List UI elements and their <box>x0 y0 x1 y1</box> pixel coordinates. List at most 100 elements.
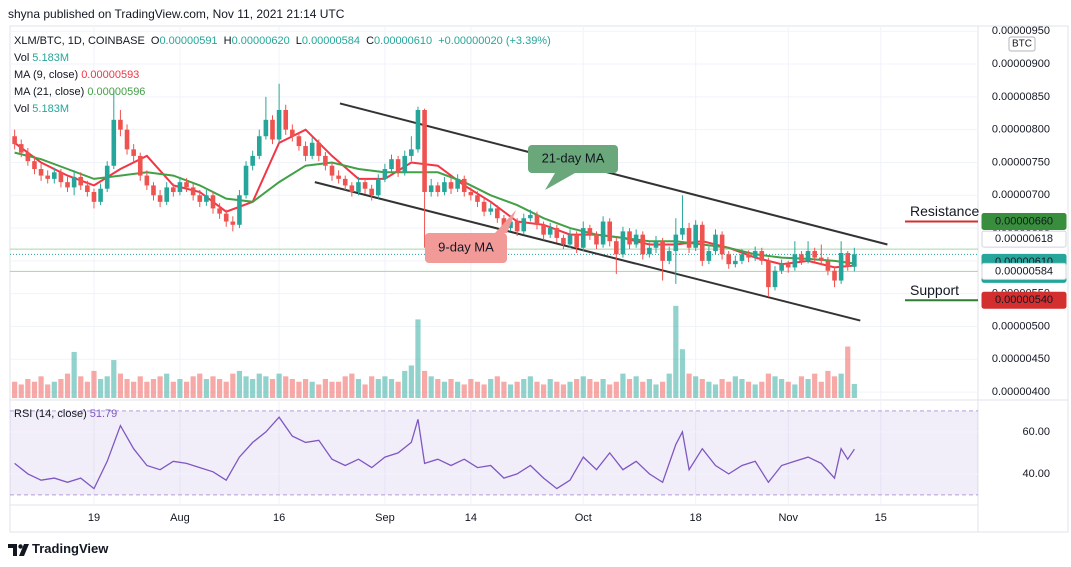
price-label: 0.00000660 <box>995 215 1053 227</box>
volume-bar <box>349 373 355 398</box>
volume-bar <box>78 376 84 398</box>
candle-body <box>243 165 249 196</box>
candle-body <box>18 144 24 153</box>
x-tick-label: 19 <box>88 512 100 524</box>
legend-row: Vol 5.183M <box>14 50 72 67</box>
candle-body <box>680 228 685 235</box>
candle-body <box>65 182 70 188</box>
volume-bar <box>679 349 686 398</box>
volume-bar <box>574 379 580 398</box>
x-tick-label: Nov <box>778 512 798 524</box>
volume-bar <box>719 379 725 398</box>
candle-body <box>455 178 460 189</box>
candle-body <box>45 175 50 179</box>
volume-bar <box>845 346 851 398</box>
candle-body <box>706 251 712 261</box>
byline: shyna published on TradingView.com, Nov … <box>8 7 345 21</box>
candle-body <box>296 136 302 147</box>
candle-body <box>845 253 851 267</box>
ohlc-value: 0.00000620 <box>231 35 290 47</box>
candle-body <box>71 176 77 188</box>
volume-bar <box>362 384 368 398</box>
legend-name: MA (9, close) <box>14 69 79 81</box>
candle-body <box>151 185 156 196</box>
volume-bar <box>488 379 494 398</box>
legend-row: MA (9, close) 0.00000593 <box>14 67 142 84</box>
legend-name: RSI (14, close) <box>14 408 87 420</box>
candle-body <box>567 234 573 245</box>
candle-body <box>752 251 758 258</box>
volume-bar <box>18 384 24 398</box>
volume-bar <box>230 373 236 398</box>
candle-body <box>250 155 255 166</box>
candle-body <box>779 264 784 271</box>
price-label: 0.00000618 <box>995 233 1053 245</box>
candle-body <box>276 109 282 140</box>
volume-bar <box>197 373 203 398</box>
candle-body <box>256 136 262 156</box>
callout-box <box>425 233 507 263</box>
price-label: 0.00000540 <box>995 294 1053 306</box>
candle-body <box>508 221 513 229</box>
candle-body <box>85 185 90 192</box>
volume-bar <box>283 376 289 398</box>
volume-bar <box>686 373 692 398</box>
trendline <box>339 102 888 246</box>
ohlc-value: 0.00000591 <box>159 35 218 47</box>
candle-body <box>32 161 37 170</box>
legend-name: MA (21, close) <box>14 86 85 98</box>
price-label-box <box>981 230 1067 248</box>
volume-bar <box>177 379 183 398</box>
candle-body <box>309 142 315 156</box>
volume-bar <box>739 379 745 398</box>
volume-bar <box>593 381 600 398</box>
candle-body <box>323 155 328 166</box>
rsi-tick-label: 40.00 <box>1022 468 1050 480</box>
volume-bar <box>726 381 732 398</box>
candle-body <box>693 224 698 248</box>
candle-body <box>739 254 745 261</box>
volume-bar <box>540 384 547 398</box>
candle-body <box>78 176 84 186</box>
volume-bar <box>693 376 699 398</box>
volume-bar <box>296 381 302 398</box>
candle-body <box>137 155 143 176</box>
x-tick-label: Sep <box>375 512 395 524</box>
volume-bar <box>97 379 104 398</box>
candle-body <box>699 224 705 261</box>
candle-body <box>52 172 57 179</box>
candle-body <box>713 234 718 252</box>
volume-bar <box>640 381 646 398</box>
volume-bar <box>851 383 857 398</box>
candle-body <box>362 182 368 189</box>
volume-bar <box>838 373 844 398</box>
volume-bar <box>712 384 719 398</box>
volume-bar <box>461 384 467 398</box>
volume-bar <box>732 376 738 398</box>
volume-bar <box>157 376 163 398</box>
volume-bar <box>91 370 97 398</box>
candle-body <box>448 182 454 189</box>
candle-body <box>428 185 434 192</box>
volume-bar <box>203 379 209 398</box>
candle-body <box>435 185 441 192</box>
volume-bar <box>342 376 348 398</box>
candle-body <box>395 159 401 173</box>
volume-bar <box>441 381 448 398</box>
candle-body <box>237 195 242 225</box>
candle-body <box>190 187 196 196</box>
candle-body <box>614 241 619 255</box>
volume-bar <box>137 376 143 398</box>
volume-bar <box>276 373 282 398</box>
volume-bar <box>673 305 679 398</box>
y-tick-label: 0.00000800 <box>992 124 1050 136</box>
callout-box <box>528 145 618 173</box>
candle-body <box>25 152 31 162</box>
volume-bar <box>210 376 216 398</box>
candle-body <box>554 228 560 238</box>
candle-body <box>587 228 593 235</box>
volume-bar <box>468 379 474 398</box>
candle-body <box>719 234 725 255</box>
volume-bar <box>38 376 44 398</box>
x-tick-label: 18 <box>690 512 702 524</box>
